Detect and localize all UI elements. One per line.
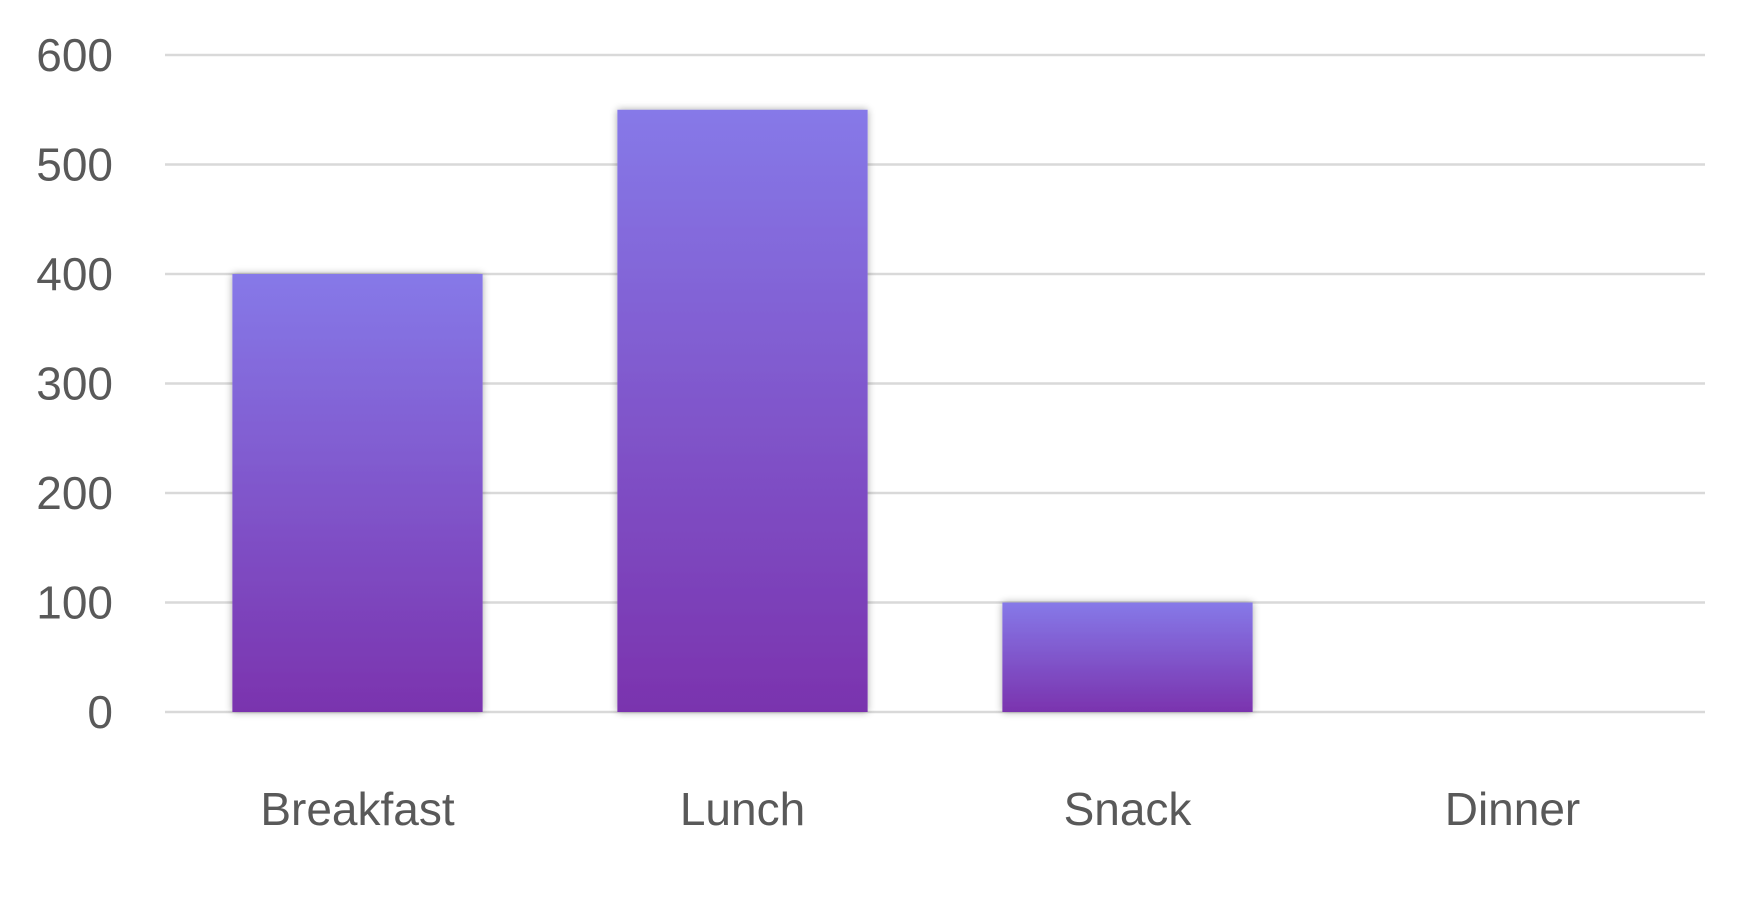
y-tick-label: 100 xyxy=(36,577,113,629)
y-tick-label: 0 xyxy=(87,686,113,738)
y-tick-label: 500 xyxy=(36,139,113,191)
x-tick-label-breakfast: Breakfast xyxy=(260,783,455,835)
x-axis-category-labels: Breakfast Lunch Snack Dinner xyxy=(260,783,1580,835)
y-tick-label: 400 xyxy=(36,248,113,300)
y-tick-label: 600 xyxy=(36,29,113,81)
y-tick-label: 200 xyxy=(36,467,113,519)
y-axis-tick-labels: 0 100 200 300 400 500 600 xyxy=(36,29,113,738)
bar-lunch xyxy=(617,109,868,712)
x-tick-label-dinner: Dinner xyxy=(1445,783,1581,835)
bar-breakfast xyxy=(232,274,483,712)
bar-snack xyxy=(1002,602,1253,712)
x-tick-label-lunch: Lunch xyxy=(680,783,805,835)
x-tick-label-snack: Snack xyxy=(1064,783,1193,835)
y-tick-label: 300 xyxy=(36,358,113,410)
bars xyxy=(232,109,1253,712)
